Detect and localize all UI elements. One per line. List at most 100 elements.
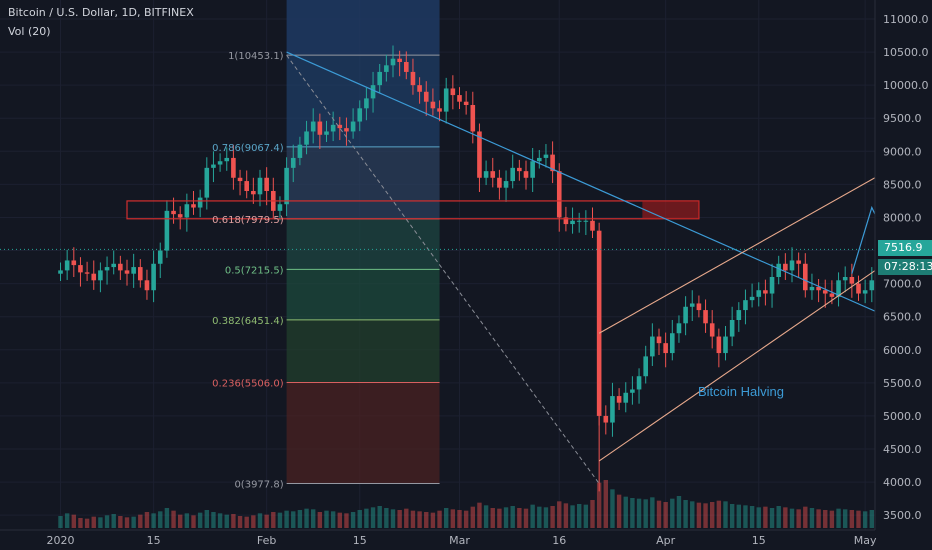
y-tick-label: 9000.0 [883,145,922,158]
volume-bar [743,505,748,528]
volume-bar [656,500,662,528]
candle [696,303,702,311]
volume-bar [297,510,303,528]
volume-bar [716,500,722,528]
candle [517,167,522,172]
candle [111,263,116,268]
y-tick-label: 6000.0 [883,344,922,357]
descending-trendline [286,51,932,337]
x-tick-label: 15 [752,534,766,547]
volume-bar [463,510,469,528]
volume-bar [291,511,296,528]
candle [78,265,83,273]
candle [264,177,269,191]
candle [58,270,63,274]
candle [603,415,609,423]
candle [729,319,735,337]
volume-bar [91,516,96,528]
candle [749,296,755,301]
candle [630,389,635,393]
candle [836,280,841,297]
candle [211,164,216,168]
volume-bar [304,508,309,528]
candle [177,214,183,218]
volume-bar [816,509,821,528]
fib-zone [286,382,440,484]
volume-bar [71,514,76,528]
candle [284,167,289,205]
volume-bar [530,504,535,528]
volume-indicator-label[interactable]: Vol (20) [8,25,51,38]
volume-bar [809,508,815,528]
candle [144,280,150,291]
volume-bar [457,510,462,528]
volume-bar [111,514,116,528]
candle [404,61,409,72]
volume-bar [204,510,209,528]
candle [417,85,422,92]
volume-bar [144,512,150,528]
candle [803,263,808,291]
candle [636,376,642,390]
candle [191,204,196,208]
candle [457,95,462,102]
candle [530,161,535,178]
candle [789,260,795,271]
candle [470,104,476,132]
volume-bar [570,505,575,528]
candle [131,267,136,274]
volume-bar [663,502,668,528]
y-tick-label: 4000.0 [883,476,922,489]
volume-bar [577,504,582,528]
candle [443,88,449,112]
symbol-title[interactable]: Bitcoin / U.S. Dollar, 1D, BITFINEX [8,6,194,19]
volume-bar [158,511,163,528]
candle [656,336,662,344]
volume-bar [643,499,648,528]
time-axis[interactable]: 202015Feb15Mar16Apr15May18Jun [0,529,932,547]
volume-bar [364,508,369,528]
candle [91,273,97,281]
volume-bar [257,513,263,528]
trend-drawings[interactable] [0,51,932,484]
candle [849,276,855,284]
volume-bar [796,509,801,528]
volume-bar [397,510,402,528]
volume-bar [277,512,283,528]
candle [497,177,502,188]
volume-bar [118,516,123,528]
candle [350,121,356,132]
candle [716,336,722,354]
fibonacci-retracement[interactable] [286,0,440,485]
candle [364,98,369,109]
candle [317,121,323,135]
volume-bar [736,504,741,528]
volume-bar [563,503,569,528]
candle [510,167,515,182]
volume-bar [510,506,515,528]
volume-bar [862,511,868,528]
volume-bar [543,507,549,528]
candle [816,286,821,291]
candle [776,263,781,277]
volume-bar [131,516,136,528]
x-tick-label: Mar [449,534,470,547]
price-axis[interactable]: 11000.0 10500.0 10000.0 9500.0 9000.0 8500.0 8… [874,0,932,550]
candle [709,323,715,337]
fib-level-label: 0.236(5506.0) [212,378,284,389]
candle [756,290,762,297]
candle [763,290,768,294]
volume-bar [271,512,276,528]
channel-lower-line [598,249,906,462]
candle [556,171,562,218]
volume-bar [317,512,323,528]
volume-bar [477,502,482,528]
volume-bar [670,498,675,528]
x-tick-label: 16 [552,534,566,547]
x-tick-label: 15 [147,534,161,547]
candle [357,108,363,122]
last-price-tag: 7516.9 [878,240,932,256]
volume-bar [630,498,635,528]
volume-bar [284,510,289,528]
